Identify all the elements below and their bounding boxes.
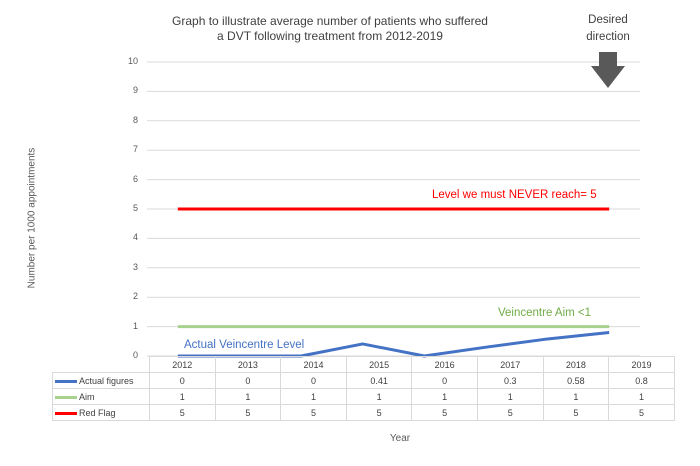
down-arrow-icon: [591, 52, 625, 88]
legend-swatch: [55, 411, 77, 415]
data-label: 5: [476, 404, 544, 421]
table-row: Aim 1 1 1 1 1 1 1 1: [52, 388, 675, 405]
data-label: 1: [608, 388, 675, 405]
legend-label: Red Flag: [79, 407, 116, 418]
y-tick-label: 8: [132, 114, 138, 125]
year-header-cell: 2014: [280, 356, 347, 373]
table-header-row: 2012 2013 2014 2015 2016 2017 2018 2019: [52, 356, 675, 373]
data-label: 1: [476, 388, 544, 405]
data-label: 0: [280, 372, 347, 389]
chart-title-line-1: Graph to illustrate average number of pa…: [172, 14, 488, 28]
data-label: 1: [214, 388, 282, 405]
y-tick-label: 2: [132, 291, 138, 302]
year-header-cell: 2018: [542, 356, 610, 373]
data-label: 1: [280, 388, 347, 405]
data-label: 0.3: [476, 372, 544, 389]
data-label: 5: [214, 404, 282, 421]
y-tick-label: 3: [132, 261, 138, 272]
series-lines: [177, 207, 610, 358]
y-tick-label: 7: [132, 144, 138, 155]
year-header-cell: 2012: [149, 356, 216, 373]
year-header-cell: 2019: [608, 356, 675, 373]
legend-key-aim: Aim: [52, 388, 150, 405]
actual-level-annotation: Actual Veincentre Level: [184, 339, 305, 351]
table-row: Actual figures 0 0 0 0.41 0 0.3 0.58 0.8: [52, 372, 675, 389]
data-label: 0: [149, 372, 216, 389]
legend-label: Actual figures: [79, 375, 134, 386]
red-flag-annotation: Level we must NEVER reach= 5: [432, 189, 597, 201]
data-label: 1: [411, 388, 478, 405]
data-label: 0.58: [542, 372, 610, 389]
legend-swatch: [55, 395, 77, 399]
data-label: 5: [411, 404, 478, 421]
data-label: 0.8: [608, 372, 675, 389]
desired-direction-label-1: Desired: [588, 14, 628, 26]
data-label: 1: [345, 388, 413, 405]
y-tick-label: 5: [132, 203, 138, 213]
data-label: 1: [542, 388, 610, 405]
y-tick-label: 1: [132, 320, 138, 331]
y-tick-label: 4: [132, 232, 138, 243]
data-label: 5: [345, 404, 413, 421]
y-tick-label: 10: [127, 56, 138, 66]
year-header-cell: 2016: [411, 356, 478, 373]
year-header-cell: 2017: [476, 356, 544, 373]
year-header-cell: 2015: [345, 356, 413, 373]
data-label: 0.41: [345, 372, 413, 389]
y-tick-label: 0: [132, 350, 138, 360]
table-row: Red Flag 5 5 5 5 5 5 5 5: [52, 404, 675, 421]
data-label: 5: [149, 404, 216, 421]
data-label: 5: [542, 404, 610, 421]
y-axis-label: Number per 1000 appointments: [26, 147, 38, 289]
data-table: 2012 2013 2014 2015 2016 2017 2018 2019 …: [52, 356, 675, 421]
data-label: 1: [149, 388, 216, 405]
x-axis-label: Year: [389, 433, 411, 444]
legend-key-red-flag: Red Flag: [52, 404, 150, 421]
data-label: 0: [411, 372, 478, 389]
y-tick-label: 9: [132, 85, 138, 96]
legend-label: Aim: [79, 391, 95, 402]
down-arrow-icon: [591, 52, 625, 88]
y-tick-label: 6: [132, 173, 138, 184]
chart-title-line-2: a DVT following treatment from 2012-2019: [217, 29, 443, 43]
table-corner-cell: [52, 356, 150, 373]
legend-swatch: [55, 379, 77, 383]
data-label: 5: [608, 404, 675, 421]
desired-direction-label-2: direction: [586, 31, 630, 43]
legend-key-actual-figures: Actual figures: [52, 372, 150, 389]
aim-annotation: Veincentre Aim <1: [498, 307, 592, 319]
year-header-cell: 2013: [214, 356, 282, 373]
data-label: 0: [214, 372, 282, 389]
data-label: 5: [280, 404, 347, 421]
